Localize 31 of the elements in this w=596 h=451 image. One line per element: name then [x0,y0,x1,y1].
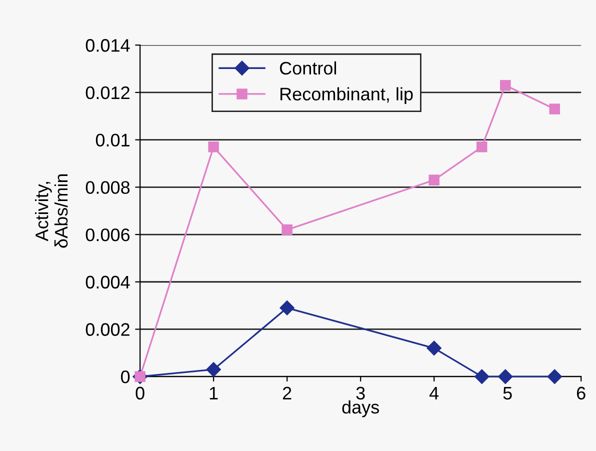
x-tick-label: 3 [356,386,365,400]
point [428,174,440,186]
y-tick-label: 0 [121,370,130,384]
point [474,369,490,384]
y-tick-label: 0.006 [86,228,130,242]
legend-label: Recombinant, lip [280,87,413,104]
y-axis-title: Activity, δAbs/min [34,174,68,248]
point [282,224,292,236]
point [498,369,513,384]
point [208,142,219,152]
point [547,369,562,384]
point [280,300,294,316]
point [476,142,488,152]
point [426,340,442,356]
legend-label: Control [280,61,336,75]
x-tick-label: 1 [210,386,218,400]
y-tick-label: 0.014 [86,39,130,52]
x-tick-label: 5 [503,386,512,400]
y-tick-label: 0.002 [86,323,130,336]
x-tick-label: 6 [576,386,586,400]
point [206,362,221,377]
y-tick-label: 0.012 [86,86,130,100]
x-tick-label: 4 [429,386,439,400]
x-tick-label: 2 [282,386,292,400]
point [549,104,560,114]
y-tick-label: 0.004 [86,276,130,289]
x-tick-label: 0 [136,386,144,400]
y-tick-label: 0.008 [86,181,130,194]
point [500,80,511,91]
x-axis-title: days [342,400,379,418]
y-tick-label: 0.01 [96,134,130,147]
